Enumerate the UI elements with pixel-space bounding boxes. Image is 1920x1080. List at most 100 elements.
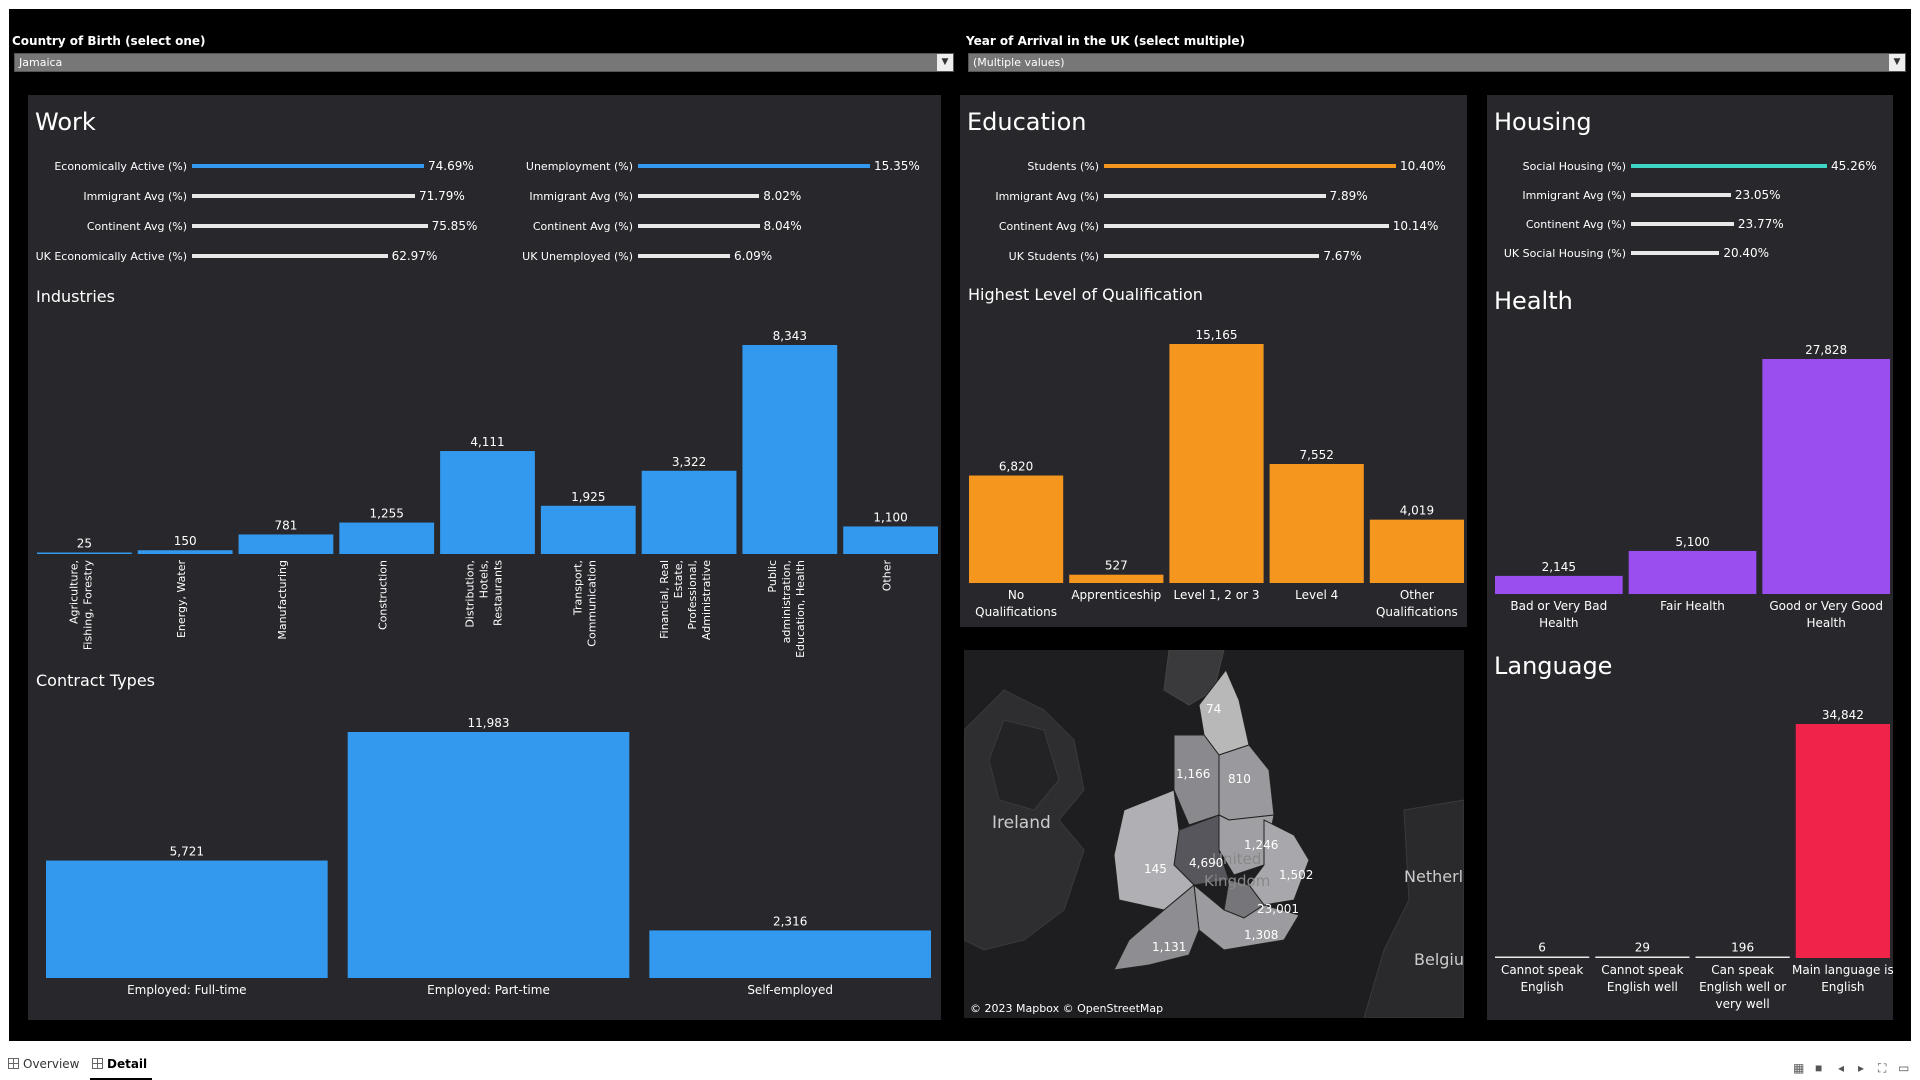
work-left-metric-bar[interactable] (192, 254, 388, 258)
industries-bar[interactable] (37, 552, 132, 555)
work-right-metric-value: 8.02% (763, 189, 802, 203)
education-metric-label: Students (%) (1027, 160, 1099, 173)
industries-bar[interactable] (742, 345, 838, 554)
contracts-chart: 5,721 Employed: Full-time 11,983 Employed: … (46, 716, 931, 997)
industries-bar-value: 4,111 (470, 435, 504, 449)
industries-category-line: Agriculture, (67, 560, 80, 624)
industries-category-label: Transport,Communication (571, 560, 598, 647)
contracts-title: Contract Types (36, 671, 155, 690)
fullscreen-icon[interactable]: ⛶ (1878, 1061, 1887, 1075)
tab-detail[interactable]: Detail (92, 1057, 147, 1071)
work-left-metric-value: 71.79% (418, 189, 465, 203)
qualification-bar[interactable] (1369, 519, 1464, 583)
education-metric-bar[interactable] (1104, 194, 1326, 198)
education-title: Education (967, 108, 1087, 136)
health-category-label: Fair Health (1660, 599, 1725, 613)
contracts-bar[interactable] (46, 860, 328, 978)
industries-title: Industries (36, 287, 115, 306)
housing-metric-bar[interactable] (1631, 251, 1720, 255)
industries-bar-value: 1,255 (370, 507, 404, 521)
work-right-metric-bar[interactable] (638, 164, 870, 168)
region-south-east-shape[interactable] (1193, 883, 1300, 951)
present-icon[interactable]: ▭ (1898, 1061, 1910, 1075)
next-sheet-icon[interactable]: ▸ (1858, 1061, 1865, 1075)
tab-overview-label: Overview (23, 1057, 80, 1071)
industries-category-label: Financial, RealEstate,Professional,Admin… (658, 560, 713, 640)
industries-category-label: Publicadministration,Education, Health (766, 560, 807, 658)
map-attribution[interactable]: © 2023 Mapbox © OpenStreetMap (970, 1002, 1164, 1015)
health-chart: 2,145 Bad or Very Bad Health 5,100 Fair Heal… (1495, 343, 1890, 630)
contracts-bar[interactable] (649, 930, 931, 978)
grid-icon (92, 1058, 103, 1069)
housing-metric-bar[interactable] (1631, 164, 1827, 168)
chevron-down-icon[interactable]: ▼ (1889, 54, 1905, 71)
filmstrip-icon[interactable]: ■ (1815, 1061, 1823, 1075)
map-place-label: Ireland (992, 813, 1051, 833)
language-bar[interactable] (1595, 956, 1690, 959)
qualification-bar[interactable] (1069, 574, 1164, 583)
work-right-metric-label: UK Unemployed (%) (522, 250, 633, 263)
grid-view-icon[interactable]: ▦ (1793, 1061, 1805, 1075)
language-bar[interactable] (1695, 956, 1790, 959)
language-bar[interactable] (1495, 956, 1590, 959)
work-left-metric-bar[interactable] (192, 224, 428, 228)
qualification-bar[interactable] (1269, 463, 1364, 583)
industries-bar[interactable] (843, 526, 938, 554)
work-left-metric-bar[interactable] (192, 194, 415, 198)
work-left-metric-value: 75.85% (431, 219, 478, 233)
prev-sheet-icon[interactable]: ◂ (1838, 1061, 1845, 1075)
work-right-metric-bar[interactable] (638, 224, 760, 228)
industries-bar-value: 781 (274, 518, 297, 532)
region-map[interactable]: Ireland Netherl Belgium United Kingdom 74 1,16… (964, 650, 1464, 1018)
tab-overview[interactable]: Overview (8, 1057, 80, 1071)
map-region-value: 1,502 (1279, 868, 1314, 882)
contracts-bar[interactable] (347, 732, 630, 978)
industries-category-label: Agriculture,Fishing, Forestry (67, 560, 94, 651)
industries-bar-value: 8,343 (773, 329, 807, 343)
health-bar[interactable] (1628, 550, 1757, 594)
industries-bar[interactable] (440, 451, 535, 554)
language-category-label: Can speak English well or very well (1699, 963, 1786, 1011)
industries-bar[interactable] (137, 550, 233, 554)
industries-bar[interactable] (641, 470, 737, 554)
health-bar[interactable] (1762, 359, 1890, 594)
work-right-metric-bar[interactable] (638, 254, 731, 258)
industries-bar[interactable] (540, 505, 636, 554)
housing-metric-bar[interactable] (1631, 222, 1734, 226)
industries-category-line: Distribution, (464, 560, 477, 628)
education-metric-bar[interactable] (1104, 164, 1396, 168)
qualification-bar-value: 15,165 (1196, 328, 1238, 342)
qualification-category-label: Apprenticeship (1071, 588, 1161, 602)
country-filter-dropdown[interactable]: Jamaica ▼ (14, 53, 954, 72)
tab-detail-label: Detail (107, 1057, 148, 1071)
work-right-metric-bar[interactable] (638, 194, 760, 198)
work-left-metric-bar[interactable] (192, 164, 424, 168)
industries-category-label: Construction (377, 560, 390, 630)
qualification-bar[interactable] (969, 475, 1064, 583)
chevron-down-icon[interactable]: ▼ (937, 54, 953, 71)
contracts-category-line: Self-employed (747, 983, 833, 997)
education-metric-bar[interactable] (1104, 224, 1389, 228)
housing-metric-value: 23.05% (1734, 188, 1781, 202)
education-metric-bar[interactable] (1104, 254, 1320, 258)
industries-bar[interactable] (238, 534, 334, 554)
industries-bar[interactable] (339, 522, 435, 554)
housing-metric-bar[interactable] (1631, 193, 1731, 197)
industries-category-line: Administrative (700, 560, 713, 640)
industries-chart: 25 Agriculture,Fishing, Forestry 150 Energy… (37, 329, 938, 658)
year-filter-dropdown[interactable]: (Multiple values) ▼ (968, 53, 1906, 72)
map-place-label: Kingdom (1204, 872, 1271, 890)
region-east-of-england-shape[interactable] (1248, 819, 1310, 906)
industries-category-line: Restaurants (492, 560, 505, 626)
map-place-label: Netherl (1404, 867, 1464, 886)
education-metric-value: 7.67% (1323, 249, 1362, 263)
housing-metric-label: Continent Avg (%) (1525, 218, 1626, 231)
language-bar[interactable] (1795, 724, 1890, 958)
language-category-line: English (1821, 980, 1864, 994)
region-south-west-shape[interactable] (1113, 884, 1200, 971)
language-category-line: English well or (1699, 980, 1786, 994)
health-bar[interactable] (1495, 575, 1623, 594)
industries-category-line: Communication (585, 560, 598, 647)
qualification-bar[interactable] (1169, 344, 1264, 583)
work-left-metric-value: 74.69% (428, 159, 474, 173)
